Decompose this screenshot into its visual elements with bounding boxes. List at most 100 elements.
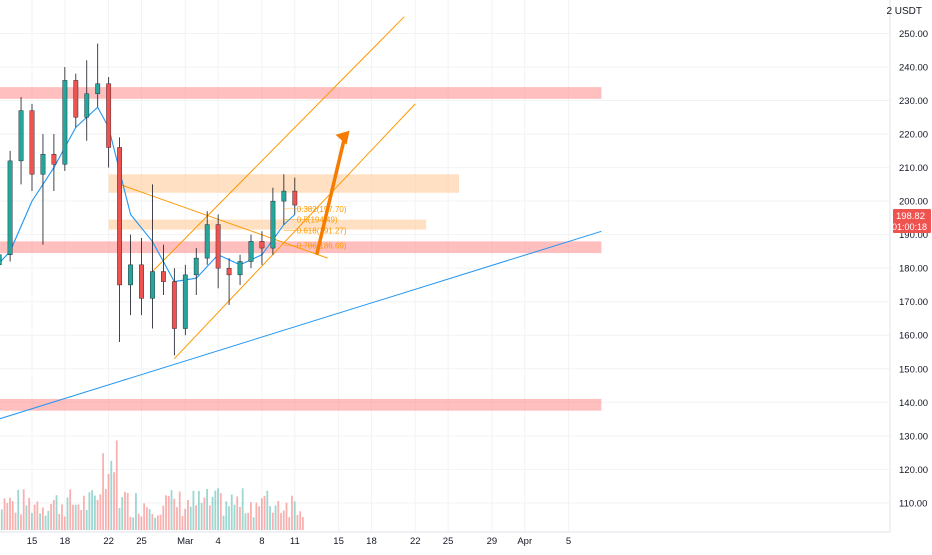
candle-body	[182, 274, 188, 329]
volume-bar	[41, 507, 44, 530]
candle-body	[51, 153, 57, 165]
volume-bar	[22, 489, 25, 530]
volume-bar	[124, 491, 126, 530]
volume-bar	[113, 472, 115, 530]
zone-red	[0, 241, 602, 254]
candle-body	[237, 261, 243, 276]
volume-bar	[247, 512, 250, 530]
volume-bar	[195, 505, 198, 530]
volume-bar	[266, 490, 269, 530]
grid	[0, 0, 890, 532]
volume-bar	[52, 499, 55, 530]
candle-body	[160, 271, 166, 282]
volume-bars	[0, 440, 304, 530]
volume-bar	[208, 505, 211, 530]
volume-bar	[184, 508, 187, 530]
candle-body	[73, 80, 79, 118]
volume-bar	[154, 517, 156, 530]
candle-body	[117, 147, 123, 286]
volume-bar	[222, 515, 225, 530]
candle-body	[106, 83, 112, 148]
candle-body	[150, 271, 155, 299]
volume-bar	[181, 515, 184, 530]
volume-bar	[74, 504, 77, 530]
price-tag-price: 198.82	[896, 211, 925, 222]
volume-bar	[250, 502, 252, 530]
volume-bar	[115, 440, 118, 530]
volume-bar	[91, 490, 94, 530]
volume-bar	[228, 506, 230, 530]
candles	[0, 43, 298, 356]
volume-bar	[271, 512, 274, 530]
candle-body	[62, 80, 68, 165]
volume-bar	[258, 506, 261, 530]
y-tick-label: 180.00	[899, 264, 928, 275]
candle-body	[0, 254, 2, 266]
y-tick-label: 140.00	[899, 398, 928, 409]
volume-bar	[44, 515, 47, 530]
y-tick-label: 240.00	[899, 63, 928, 74]
volume-bar	[14, 512, 17, 530]
volume-bar	[31, 512, 33, 530]
x-tick-label: 25	[136, 536, 147, 547]
arrow-head	[335, 130, 350, 145]
x-tick-label: 5	[566, 536, 571, 547]
volume-bar	[145, 507, 148, 530]
volume-bar	[255, 502, 258, 530]
volume-bar	[102, 453, 104, 530]
volume-bar	[121, 497, 124, 530]
volume-bar	[55, 495, 58, 530]
volume-bar	[173, 498, 176, 530]
candle-body	[193, 257, 199, 276]
volume-bar	[148, 509, 151, 530]
y-tick-label: 150.00	[899, 364, 928, 375]
volume-bar	[3, 498, 6, 530]
volume-bar	[291, 495, 293, 530]
volume-bar	[110, 460, 113, 530]
volume-bar	[280, 513, 282, 530]
x-tick-label: 11	[290, 536, 300, 547]
volume-bar	[260, 498, 263, 530]
price-tag-countdown: 01:00:18	[892, 222, 927, 232]
volume-bar	[85, 509, 88, 530]
volume-bar	[129, 516, 132, 530]
candle-body	[259, 241, 265, 249]
trend-line-lower-channel	[173, 103, 416, 360]
volume-bar	[192, 490, 195, 530]
candle-body	[292, 190, 298, 206]
volume-bar	[159, 514, 162, 530]
volume-bar	[9, 497, 11, 530]
volume-bar	[107, 473, 110, 530]
x-tick-label: 18	[60, 536, 71, 547]
volume-bar	[72, 504, 74, 530]
volume-bar	[104, 488, 107, 530]
volume-bar	[25, 505, 28, 530]
volume-bar	[296, 514, 299, 530]
volume-bar	[28, 497, 31, 530]
volume-bar	[88, 492, 91, 530]
zone-red	[0, 398, 602, 411]
candle-body	[270, 200, 276, 249]
arrow-annotation	[314, 130, 350, 256]
volume-bar	[211, 496, 214, 530]
volume-bar	[197, 491, 200, 530]
volume-bar	[274, 505, 277, 530]
currency-label: 2 USDT	[886, 6, 922, 17]
candle-body	[18, 110, 24, 162]
volume-bar	[293, 501, 296, 530]
x-tick-label: 15	[333, 536, 344, 547]
volume-bar	[285, 502, 288, 530]
fib-label: 0.786(186.69)	[297, 242, 347, 251]
candle-body	[248, 241, 254, 262]
volume-bar	[225, 501, 228, 530]
candle-body	[215, 224, 221, 269]
y-tick-label: 210.00	[899, 163, 928, 174]
volume-bar	[33, 504, 36, 530]
y-tick-label: 220.00	[899, 130, 928, 141]
volume-bar	[263, 495, 266, 530]
candle-body	[226, 267, 232, 276]
volume-bar	[178, 491, 181, 530]
x-tick-label: 4	[216, 536, 221, 547]
